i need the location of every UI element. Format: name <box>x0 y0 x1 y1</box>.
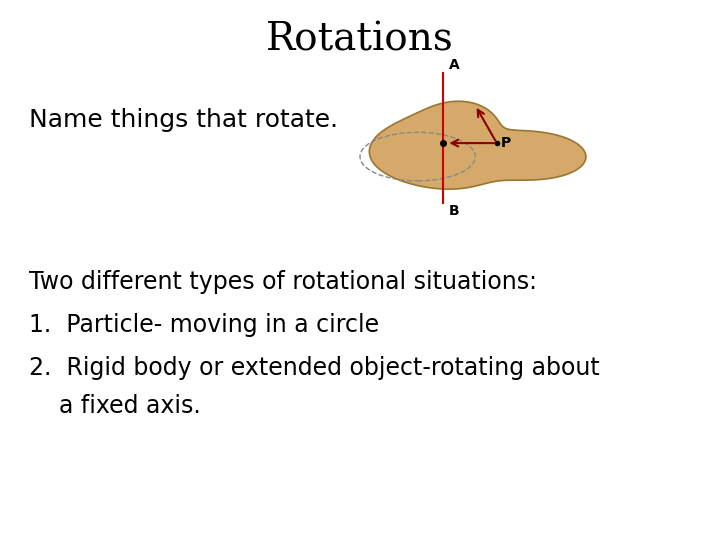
Text: B: B <box>449 204 459 218</box>
Text: 2.  Rigid body or extended object-rotating about: 2. Rigid body or extended object-rotatin… <box>29 356 600 380</box>
Text: P: P <box>501 136 511 150</box>
Text: Rotations: Rotations <box>266 22 454 59</box>
Text: 1.  Particle- moving in a circle: 1. Particle- moving in a circle <box>29 313 379 337</box>
Polygon shape <box>369 102 586 189</box>
Text: Two different types of rotational situations:: Two different types of rotational situat… <box>29 270 537 294</box>
Text: a fixed axis.: a fixed axis. <box>29 394 201 418</box>
Text: Name things that rotate.: Name things that rotate. <box>29 108 338 132</box>
Text: A: A <box>449 58 459 72</box>
